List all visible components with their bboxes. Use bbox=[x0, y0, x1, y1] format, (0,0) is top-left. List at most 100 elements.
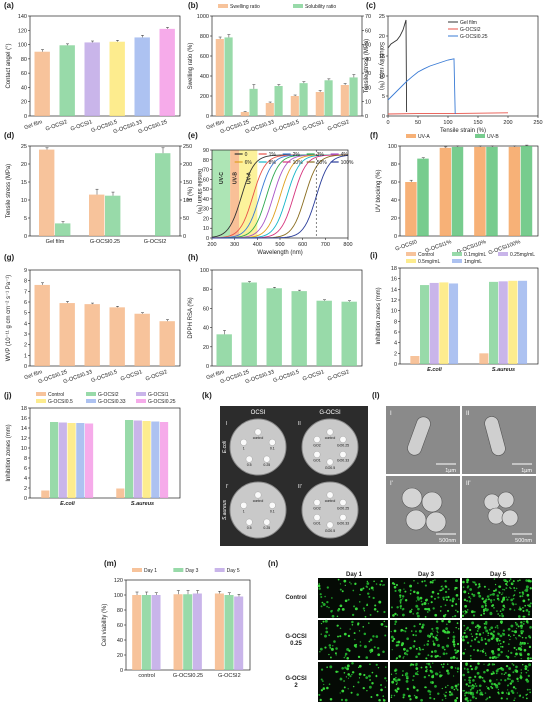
row-header: 2 bbox=[294, 683, 298, 689]
cell-dot bbox=[500, 650, 503, 654]
legend-swatch bbox=[36, 399, 46, 403]
cell-dot bbox=[487, 638, 491, 642]
cell-dot bbox=[336, 615, 339, 618]
legend-swatch bbox=[475, 134, 485, 138]
filter-disc bbox=[254, 491, 262, 499]
cell-dot bbox=[351, 623, 354, 626]
cell-dot bbox=[519, 607, 522, 611]
x-tick-label: G-OCSI1 bbox=[302, 119, 325, 132]
y-tick-label: 100 bbox=[114, 593, 123, 599]
cell-dot bbox=[399, 604, 402, 607]
cell-dot bbox=[451, 694, 453, 696]
cell-dot bbox=[465, 683, 468, 686]
cell-dot bbox=[512, 597, 515, 600]
chart-g: 0 1 2 3 4 5 6 7 8 9 WVP (10⁻¹¹ g cm cm⁻² s⁻¹ Pa⁻¹)… bbox=[6, 268, 181, 385]
cell-dot bbox=[521, 636, 524, 639]
panel-l-sem: (l) I 1μm II 1μm I' 500nm II' 500nm bbox=[372, 391, 536, 544]
cell-dot bbox=[400, 607, 402, 609]
y-tick-label: 60 bbox=[203, 306, 209, 312]
plot-frame bbox=[29, 407, 181, 499]
cell-dot bbox=[475, 685, 478, 687]
y-tick-label: 16 bbox=[391, 277, 397, 283]
legend-entry: Control bbox=[418, 252, 434, 258]
scale-bar-label: 500nm bbox=[439, 538, 456, 544]
bacterium-coccus bbox=[497, 491, 515, 509]
cell-dot bbox=[424, 584, 427, 587]
column-header: Day 3 bbox=[418, 572, 435, 578]
bar bbox=[133, 420, 142, 498]
cell-dot bbox=[485, 598, 488, 601]
cell-dot bbox=[464, 604, 468, 608]
cell-dot bbox=[488, 696, 491, 699]
cell-dot bbox=[343, 656, 346, 659]
cell-dot bbox=[466, 668, 469, 671]
cell-dot bbox=[456, 697, 459, 700]
cell-dot bbox=[489, 599, 493, 602]
bar bbox=[39, 149, 55, 236]
cell-dot bbox=[514, 589, 516, 592]
cell-dot bbox=[462, 586, 465, 588]
cell-dot bbox=[408, 694, 411, 698]
cell-dot bbox=[344, 584, 346, 587]
cell-dot bbox=[456, 642, 460, 646]
cell-dot bbox=[420, 600, 423, 603]
legend-swatch bbox=[36, 392, 46, 396]
cell-dot bbox=[450, 666, 454, 669]
cell-dot bbox=[369, 638, 373, 642]
cell-dot bbox=[449, 599, 452, 602]
legend-entry: 50% bbox=[317, 160, 328, 166]
cell-dot bbox=[429, 681, 433, 684]
y2-tick-label: 10 bbox=[365, 100, 371, 106]
bar bbox=[234, 596, 244, 670]
cell-dot bbox=[512, 630, 515, 633]
cell-dot bbox=[520, 657, 522, 660]
bar bbox=[109, 307, 125, 366]
cell-dot bbox=[339, 692, 341, 694]
y-tick-label: 7 bbox=[24, 289, 27, 295]
cell-dot bbox=[404, 630, 407, 633]
cell-dot bbox=[480, 614, 483, 617]
bar bbox=[85, 423, 94, 498]
cell-dot bbox=[498, 591, 501, 594]
y-tick-label: 40 bbox=[203, 326, 209, 332]
cell-dot bbox=[397, 640, 401, 644]
cell-dot bbox=[487, 686, 490, 690]
legend-entry: G-OCSI0.5 bbox=[48, 399, 73, 405]
chart-d: 0 5 10 15 20 25 Tensile stress (MPa) 0 50 100 150 2… bbox=[6, 144, 202, 245]
cell-dot bbox=[415, 630, 417, 633]
filter-disc bbox=[245, 455, 253, 463]
cell-dot bbox=[413, 625, 416, 628]
cell-dot bbox=[384, 625, 386, 628]
cell-dot bbox=[368, 640, 371, 643]
bar bbox=[316, 300, 332, 366]
cell-dot bbox=[522, 609, 525, 613]
cell-dot bbox=[439, 610, 442, 612]
cell-dot bbox=[331, 614, 335, 618]
cell-dot bbox=[464, 679, 466, 681]
cell-dot bbox=[436, 630, 439, 633]
x-tick-label: 50 bbox=[415, 120, 421, 126]
cell-dot bbox=[349, 675, 352, 678]
cell-dot bbox=[337, 578, 340, 581]
disc-label: control bbox=[253, 499, 264, 503]
cell-dot bbox=[369, 663, 371, 666]
cell-dot bbox=[484, 638, 487, 640]
cell-dot bbox=[523, 615, 526, 618]
cell-dot bbox=[528, 610, 531, 613]
cell-dot bbox=[412, 634, 415, 637]
cell-dot bbox=[402, 629, 405, 632]
cell-dot bbox=[527, 579, 531, 583]
cell-dot bbox=[377, 653, 381, 657]
cell-dot bbox=[517, 680, 519, 682]
cell-dot bbox=[446, 609, 450, 612]
y-tick-label: 0 bbox=[382, 114, 385, 120]
cell-dot bbox=[455, 626, 457, 629]
x-axis-label: Tensile strain (%) bbox=[440, 128, 486, 134]
cell-dot bbox=[476, 630, 479, 632]
cell-dot bbox=[329, 665, 333, 669]
disc-label: GO0.5 bbox=[325, 466, 335, 470]
cell-dot bbox=[347, 688, 349, 690]
bacterium-coccus bbox=[421, 491, 443, 513]
cell-dot bbox=[478, 585, 481, 588]
